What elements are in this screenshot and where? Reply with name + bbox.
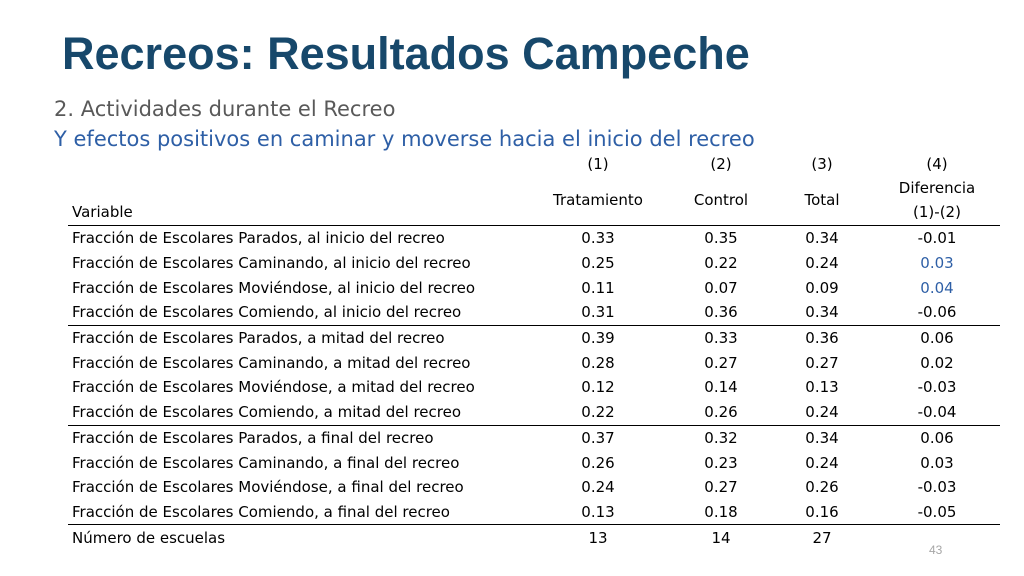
table-body: Fracción de Escolares Parados, al inicio… — [68, 226, 1000, 550]
header-tratamiento: Tratamiento — [524, 176, 672, 226]
row-value-col2: 0.27 — [704, 478, 738, 497]
table-row: Fracción de Escolares Comiendo, a mitad … — [68, 400, 1000, 425]
row-value-col3: 0.24 — [805, 403, 839, 422]
row-value-col1: 0.11 — [581, 278, 615, 297]
row-label: Fracción de Escolares Moviéndose, a mita… — [72, 378, 475, 397]
header-total: Total — [770, 176, 874, 226]
table-row: Fracción de Escolares Parados, a mitad d… — [68, 324, 1000, 351]
header-row-numbers: (1) (2) (3) (4) — [68, 152, 1000, 176]
row-value-col1: 0.22 — [581, 403, 615, 422]
col-number-3: (3) — [811, 155, 833, 173]
row-value-col3: 0.16 — [805, 502, 839, 521]
table-row: Fracción de Escolares Caminando, a final… — [68, 450, 1000, 475]
row-value-col2: 0.32 — [672, 424, 770, 451]
table-row: Fracción de Escolares Parados, al inicio… — [68, 226, 1000, 251]
slide-subtitle: 2. Actividades durante el Recreo — [54, 97, 396, 121]
header-control: Control — [672, 176, 770, 226]
row-value-col2: 0.35 — [704, 229, 738, 248]
row-value-col1: 0.33 — [581, 229, 615, 248]
table-row: Fracción de Escolares Comiendo, a final … — [68, 500, 1000, 525]
row-value-col4: -0.04 — [917, 403, 957, 422]
row-value-col2: 14 — [672, 524, 770, 550]
row-value-col2: 0.23 — [704, 453, 738, 472]
table-row: Fracción de Escolares Moviéndose, al ini… — [68, 275, 1000, 300]
row-label: Fracción de Escolares Caminando, al inic… — [72, 254, 471, 273]
row-value-col2: 0.36 — [704, 303, 738, 322]
row-value-col3: 27 — [770, 524, 874, 550]
row-label: Fracción de Escolares Caminando, a final… — [72, 453, 460, 472]
slide-subtitle-highlight: Y efectos positivos en caminar y moverse… — [54, 127, 755, 151]
col-number-4: (4) — [926, 155, 948, 173]
table-row: Fracción de Escolares Moviéndose, a mita… — [68, 375, 1000, 400]
row-value-col3: 0.24 — [805, 254, 839, 273]
row-value-col2: 0.26 — [704, 403, 738, 422]
row-value-col2: 0.18 — [704, 502, 738, 521]
header-diferencia: Diferencia (1)-(2) — [874, 176, 1000, 226]
row-label: Fracción de Escolares Moviéndose, al ini… — [72, 278, 476, 297]
row-value-col4: 0.06 — [874, 324, 1000, 351]
col-number-2: (2) — [710, 155, 732, 173]
slide-title: Recreos: Resultados Campeche — [62, 28, 750, 79]
row-value-col4: -0.03 — [917, 378, 957, 397]
results-table: (1) (2) (3) (4) Variable Tratamiento Con… — [68, 152, 1000, 550]
row-value-col3: 0.13 — [805, 378, 839, 397]
row-value-col3: 0.27 — [805, 353, 839, 372]
row-value-col3: 0.34 — [805, 303, 839, 322]
col-number-1: (1) — [587, 155, 609, 173]
row-value-col2: 0.14 — [704, 378, 738, 397]
table-row: Número de escuelas 13 14 27 — [68, 524, 1000, 550]
table-row: Fracción de Escolares Comiendo, al inici… — [68, 300, 1000, 325]
header-diferencia-line2: (1)-(2) — [913, 203, 961, 221]
row-value-col1: 0.28 — [581, 353, 615, 372]
row-value-col1: 0.12 — [581, 378, 615, 397]
row-label: Número de escuelas — [68, 524, 524, 550]
row-value-col1: 0.26 — [581, 453, 615, 472]
row-value-col1: 0.25 — [581, 254, 615, 273]
row-value-col4: -0.01 — [917, 229, 957, 248]
row-value-col1: 0.24 — [581, 478, 615, 497]
row-label: Fracción de Escolares Comiendo, a final … — [72, 502, 450, 521]
row-value-col1: 0.31 — [581, 303, 615, 322]
row-value-col3: 0.26 — [805, 478, 839, 497]
row-label: Fracción de Escolares Moviéndose, a fina… — [72, 478, 464, 497]
row-value-col2: 0.33 — [672, 324, 770, 351]
row-value-col2: 0.27 — [704, 353, 738, 372]
row-label: Fracción de Escolares Parados, al inicio… — [72, 229, 445, 248]
row-label: Fracción de Escolares Parados, a mitad d… — [68, 324, 524, 351]
row-value-col4: 0.03 — [920, 254, 954, 273]
row-value-col3: 0.34 — [770, 424, 874, 451]
row-value-col3: 0.24 — [805, 453, 839, 472]
page-number: 43 — [929, 543, 943, 557]
row-value-col2: 0.22 — [704, 254, 738, 273]
row-value-col4: -0.03 — [917, 478, 957, 497]
header-diferencia-line1: Diferencia — [898, 179, 976, 197]
row-label: Fracción de Escolares Parados, a final d… — [68, 424, 524, 451]
row-value-col3: 0.09 — [805, 278, 839, 297]
row-value-col1: 0.37 — [524, 424, 672, 451]
row-label: Fracción de Escolares Caminando, a mitad… — [72, 353, 471, 372]
table-row: Fracción de Escolares Caminando, a mitad… — [68, 350, 1000, 375]
row-value-col4 — [874, 524, 1000, 550]
row-value-col4: -0.06 — [917, 303, 957, 322]
row-value-col1: 0.13 — [581, 502, 615, 521]
table-row: Fracción de Escolares Parados, a final d… — [68, 424, 1000, 451]
row-value-col4: 0.04 — [920, 278, 954, 297]
row-value-col4: -0.05 — [917, 502, 957, 521]
row-value-col1: 0.39 — [524, 324, 672, 351]
table-row: Fracción de Escolares Moviéndose, a fina… — [68, 475, 1000, 500]
row-value-col4: 0.06 — [874, 424, 1000, 451]
row-value-col2: 0.07 — [704, 278, 738, 297]
row-label: Fracción de Escolares Comiendo, a mitad … — [72, 403, 461, 422]
row-value-col3: 0.36 — [770, 324, 874, 351]
row-label: Fracción de Escolares Comiendo, al inici… — [72, 303, 462, 322]
row-value-col4: 0.02 — [920, 353, 954, 372]
header-variable: Variable — [68, 176, 524, 226]
table-row: Fracción de Escolares Caminando, al inic… — [68, 251, 1000, 276]
row-value-col1: 13 — [524, 524, 672, 550]
row-value-col4: 0.03 — [920, 453, 954, 472]
header-row-labels: Variable Tratamiento Control Total Difer… — [68, 176, 1000, 226]
row-value-col3: 0.34 — [805, 229, 839, 248]
